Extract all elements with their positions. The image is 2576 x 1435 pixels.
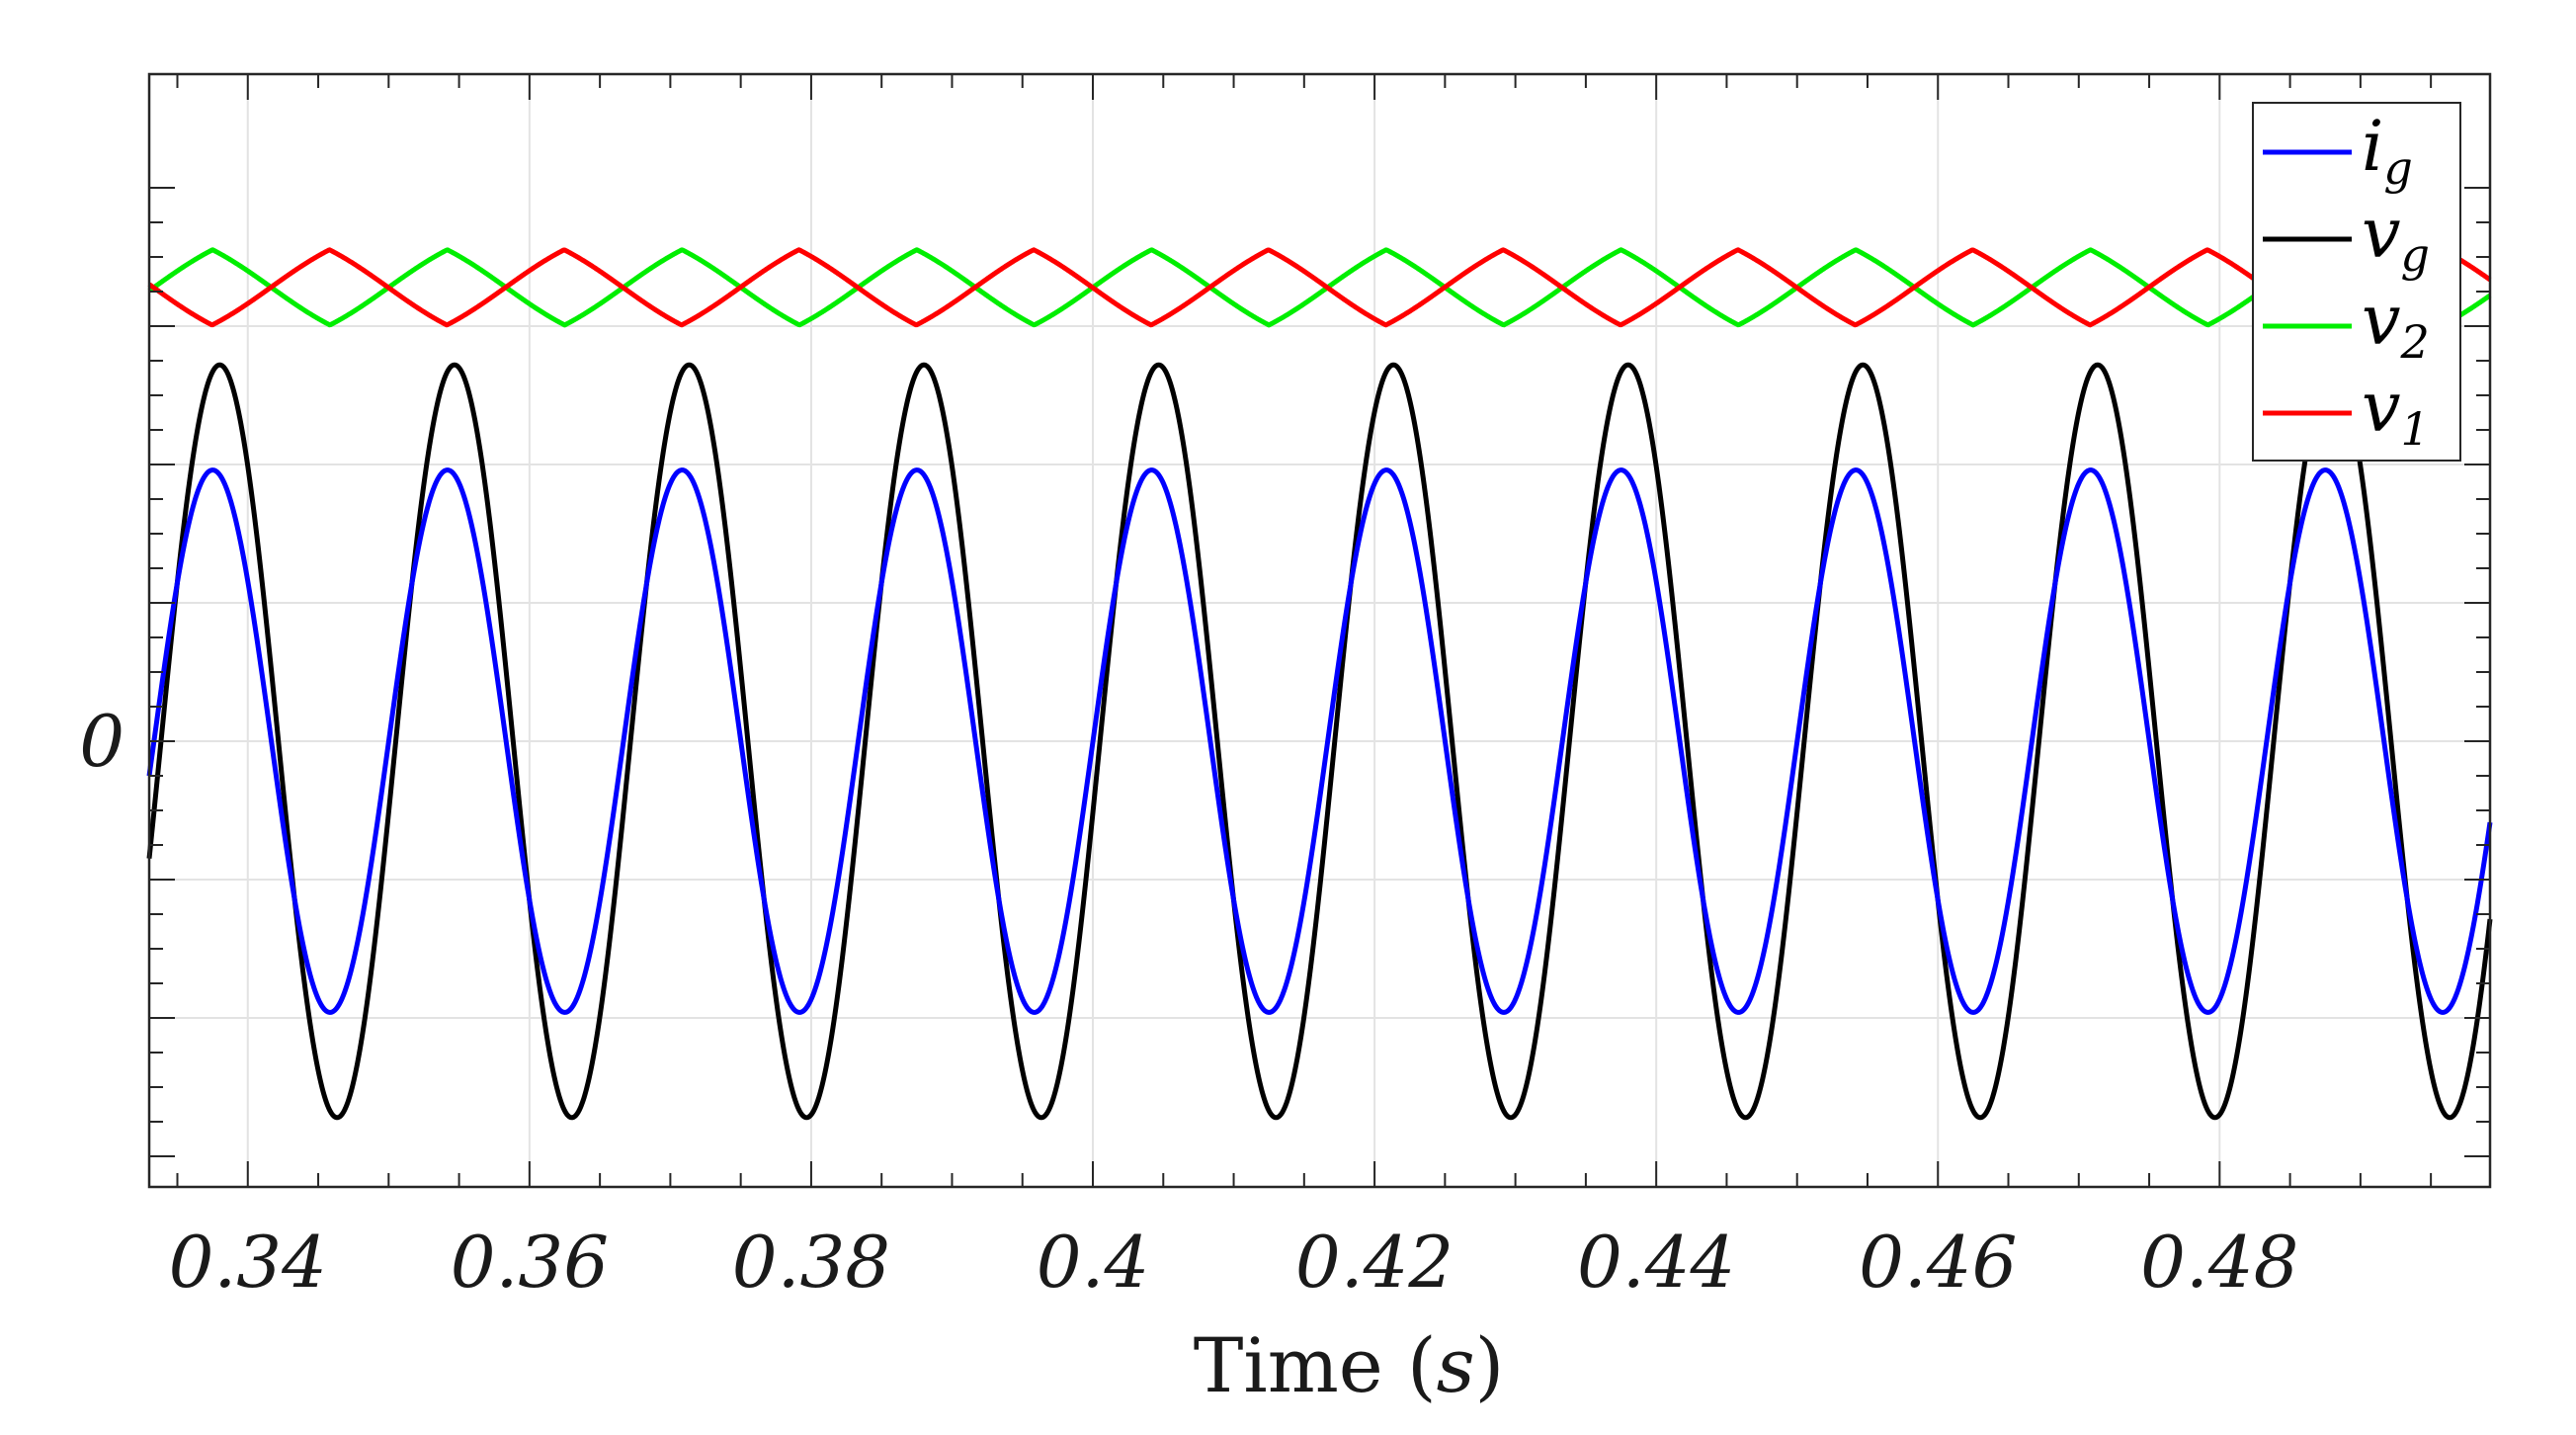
x-tick-label: 0.44 (1577, 1221, 1735, 1304)
legend-label-main: v (2362, 193, 2401, 274)
legend-box (2252, 102, 2461, 462)
x-axis-title: Time (s) (1194, 1321, 1505, 1409)
series-layer (146, 247, 2493, 1121)
legend-label-sub: 2 (2400, 315, 2430, 369)
x-axis-unit: s (1437, 1321, 1475, 1409)
tick-labels: 0.34 0.36 0.38 0.4 0.42 0.44 0.46 0.48 0 (79, 700, 2298, 1304)
legend-label-v-g: vg (2362, 193, 2430, 282)
x-tick-label: 0.42 (1295, 1221, 1454, 1304)
legend-label-i-g: ig (2362, 106, 2413, 195)
y-tick-label: 0 (79, 700, 125, 783)
x-axis-label: Time (1194, 1321, 1383, 1409)
series-line-i-g (146, 467, 2493, 1015)
x-tick-label: 0.34 (169, 1221, 327, 1304)
grid (149, 74, 2490, 1187)
legend-label-sub: g (2401, 228, 2430, 282)
x-tick-label: 0.48 (2140, 1221, 2298, 1304)
series-line-v-1 (147, 247, 2492, 328)
legend-label-main: v (2362, 367, 2401, 448)
series-line-v-2 (147, 247, 2492, 328)
legend-label-v-1: v1 (2362, 367, 2430, 456)
legend-label-main: v (2362, 280, 2401, 361)
x-tick-label: 0.38 (732, 1221, 890, 1304)
legend-label-sub: g (2383, 141, 2412, 195)
x-tick-label: 0.36 (451, 1221, 609, 1304)
plot-frame (147, 72, 2492, 1189)
series-line-v-g (146, 362, 2493, 1121)
legend-label-main: i (2362, 106, 2383, 187)
legend-label-v-2: v2 (2362, 280, 2430, 369)
legend-label-sub: 1 (2401, 402, 2430, 456)
ticks (149, 74, 2490, 1187)
x-tick-label: 0.4 (1037, 1221, 1150, 1304)
x-tick-label: 0.46 (1859, 1221, 2017, 1304)
